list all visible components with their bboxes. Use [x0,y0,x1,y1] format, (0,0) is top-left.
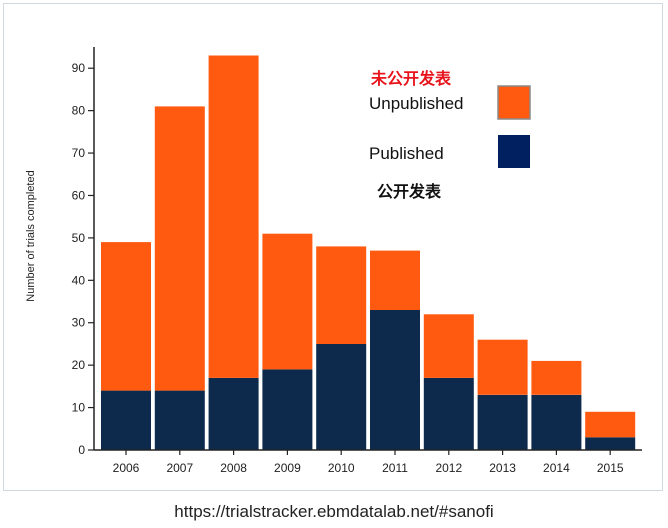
bar-unpublished-2007 [154,106,205,391]
x-tick-label-2010: 2010 [328,461,355,475]
bar-unpublished-2014 [531,360,582,395]
legend-unpublished-label: Unpublished [369,94,464,113]
x-tick-label-2006: 2006 [113,461,140,475]
x-tick-label-2015: 2015 [597,461,624,475]
bar-published-2010 [316,343,367,450]
x-tick-label-2011: 2011 [382,461,408,475]
bar-published-2006 [101,390,151,450]
x-tick-label-2007: 2007 [166,461,193,475]
legend-swatch-published [498,135,530,168]
y-tick-label-50: 50 [72,231,86,245]
legend-published-label: Published [369,144,444,163]
bar-published-2013 [477,394,528,450]
y-axis-label: Number of trials completed [25,170,37,301]
bar-unpublished-2011 [370,250,420,310]
bar-unpublished-2008 [208,55,259,378]
bars-group [101,55,636,450]
bar-published-2008 [208,377,259,450]
bar-unpublished-2010 [316,246,367,344]
bar-published-2012 [423,377,474,450]
x-tick-label-2013: 2013 [489,461,516,475]
legend-published-cn-label: 公开发表 [377,182,442,201]
legend-swatch-unpublished [497,85,531,120]
y-tick-label-0: 0 [78,443,85,457]
bar-unpublished-2009 [262,233,313,370]
x-tick-label-2014: 2014 [543,461,570,475]
y-tick-label-20: 20 [72,358,86,372]
bar-unpublished-2013 [477,339,528,395]
legend-unpublished-cn-label: 未公开发表 [370,69,452,88]
stacked-bar-chart: 0 10 20 30 40 50 60 70 80 90 2006 2007 2008 2009 2010 2… [25,47,642,475]
y-tick-label-10: 10 [72,401,86,415]
y-tick-label-30: 30 [72,316,86,330]
axes-group: 0 10 20 30 40 50 60 70 80 90 2006 2007 2008 2009 2010 2… [72,47,642,475]
y-tick-label-60: 60 [72,188,86,202]
bar-published-2007 [154,390,205,450]
bar-published-2015 [585,437,636,450]
y-tick-label-90: 90 [72,61,86,75]
bar-published-2014 [531,394,582,450]
x-tick-label-2012: 2012 [435,461,462,475]
bar-unpublished-2012 [423,314,474,378]
source-url[interactable]: https://trialstracker.ebmdatalab.net/#sa… [174,502,494,521]
chart-frame: 0 10 20 30 40 50 60 70 80 90 2006 2007 2008 2009 2010 2… [3,3,663,491]
bar-published-2009 [262,369,313,450]
legend: 未公开发表 Unpublished Published 公开发表 [369,69,531,201]
bar-published-2011 [370,310,420,450]
bar-unpublished-2015 [585,411,636,438]
y-tick-label-70: 70 [72,146,86,160]
x-tick-label-2009: 2009 [274,461,301,475]
y-tick-label-40: 40 [72,273,86,287]
bar-unpublished-2006 [101,242,151,391]
y-tick-label-80: 80 [72,104,86,118]
x-tick-label-2008: 2008 [220,461,247,475]
